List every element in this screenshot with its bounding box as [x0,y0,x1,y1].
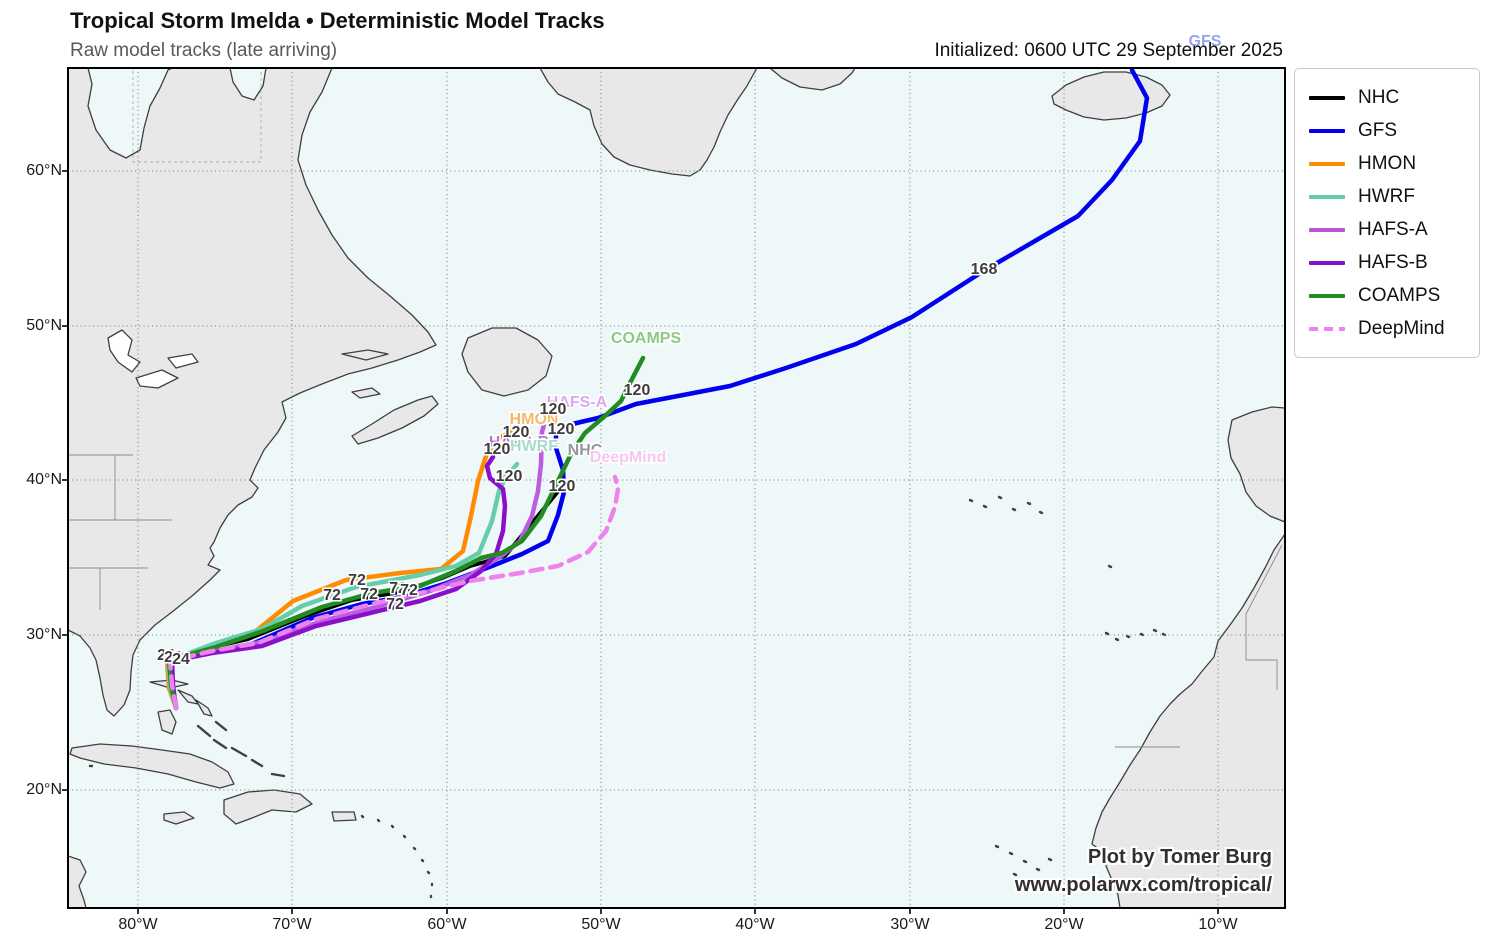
hour-label-120: 120 [495,468,523,485]
hour-label-24: 24 [172,651,190,668]
x-tick-label: 60°W [427,916,467,933]
legend-label: NHC [1358,86,1400,108]
y-tick-label: 40°N [26,471,62,488]
page-subtitle: Raw model tracks (late arriving) [70,40,338,61]
small-islands [88,495,1167,899]
legend-label: COAMPS [1358,284,1441,306]
coastline-iberia [1227,406,1285,523]
legend-item-hwrf: HWRF [1309,180,1465,213]
hour-label-120: 120 [539,401,567,418]
track-deepmind [167,474,621,711]
coastline-hispaniola [223,789,313,825]
legend: NHC GFS HMON HWRF HAFS-A HAFS-B COAMPS DeepMind [1294,68,1480,358]
legend-label: HMON [1358,152,1417,174]
model-end-label-gfs: GFS [1188,33,1222,50]
watermark: Plot by Tomer Burg www.polarwx.com/tropi… [1015,843,1272,899]
legend-swatch-coamps [1309,293,1345,298]
coastline-africa [1091,533,1285,908]
legend-label: GFS [1358,119,1398,141]
hour-label-72: 72 [348,572,366,589]
hour-label-120: 120 [483,441,511,458]
legend-item-deepmind: DeepMind [1309,312,1465,345]
legend-swatch-nhc [1309,95,1345,100]
legend-label: DeepMind [1358,317,1445,339]
hour-label-72: 72 [386,596,404,613]
legend-item-hafs-b: HAFS-B [1309,246,1465,279]
hour-label-120: 120 [548,478,576,495]
hour-label-168: 168 [970,261,998,278]
coastline-north-america [68,68,437,717]
track-gfs [167,68,1150,711]
coastline-jamaica [163,811,195,825]
hour-label-72: 72 [360,586,378,603]
track-coamps [166,355,646,711]
legend-item-nhc: NHC [1309,81,1465,114]
legend-swatch-hafs-a [1309,227,1345,232]
gridlines [68,68,1285,908]
x-tick-label: 20°W [1044,916,1084,933]
legend-label: HAFS-A [1358,218,1428,240]
init-timestamp: Initialized: 0600 UTC 29 September 2025 [934,40,1283,61]
coastline-anticosti [341,349,389,361]
coastline-puerto-rico [331,811,357,822]
model-end-label-hwrf: HWRF [510,438,558,455]
watermark-url: www.polarwx.com/tropical/ [1014,874,1272,896]
x-tick-label: 50°W [581,916,621,933]
coastline-nova-scotia [351,395,439,445]
x-tick-label: 80°W [118,916,158,933]
hour-label-24: 24 [164,649,182,666]
coastline-andros [157,709,177,735]
y-tick-label: 50°N [26,317,62,334]
legend-item-hmon: HMON [1309,147,1465,180]
hour-label-24: 24 [157,647,175,664]
x-tick-label: 40°W [735,916,775,933]
legend-swatch-gfs [1309,128,1345,133]
x-tick-label: 10°W [1198,916,1238,933]
model-end-label-deepmind: DeepMind [589,449,667,466]
coastline-south-america [68,855,87,908]
legend-swatch-hwrf [1309,194,1345,199]
y-tick-label: 20°N [26,781,62,798]
legend-swatch-deepmind [1309,326,1345,331]
lake-ontario [167,353,199,369]
legend-item-hafs-a: HAFS-A [1309,213,1465,246]
hour-label-120: 120 [502,424,530,441]
page-title: Tropical Storm Imelda • Deterministic Mo… [70,8,605,33]
model-end-label-coamps: COAMPS [610,330,682,347]
model-end-label-hmon: HMON [509,411,559,428]
y-tick-label: 30°N [26,626,62,643]
track-hafs-b [169,454,508,711]
coastline-cuba [69,743,235,789]
legend-item-gfs: GFS [1309,114,1465,147]
y-tick-label: 60°N [26,162,62,179]
model-end-label-hafs-a: HAFS-A [546,394,608,411]
legend-swatch-hmon [1309,161,1345,166]
legend-swatch-hafs-b [1309,260,1345,265]
hour-label-72: 72 [400,582,418,599]
x-tick-label: 30°W [890,916,930,933]
coastline-greenland [539,68,758,177]
hour-label-72: 72 [323,587,341,604]
lake-erie [135,369,179,389]
hour-label-120: 120 [547,421,575,438]
political-borders [68,68,1283,748]
plot-border [67,67,1286,909]
x-tick-label: 70°W [272,916,312,933]
lake-huron [107,329,141,373]
coastline-pei [351,387,381,399]
hour-label-120: 120 [623,382,651,399]
hour-label-72: 72 [389,580,407,597]
model-end-label-hafs-b: HAFS-B [488,434,550,451]
coastline-newfoundland [461,327,553,397]
legend-label: HWRF [1358,185,1415,207]
legend-item-coamps: COAMPS [1309,279,1465,312]
legend-label: HAFS-B [1358,251,1428,273]
model-end-label-nhc: NHC [567,442,603,459]
coastline-eleuthera [195,699,213,717]
watermark-author: Plot by Tomer Burg [1087,846,1272,868]
